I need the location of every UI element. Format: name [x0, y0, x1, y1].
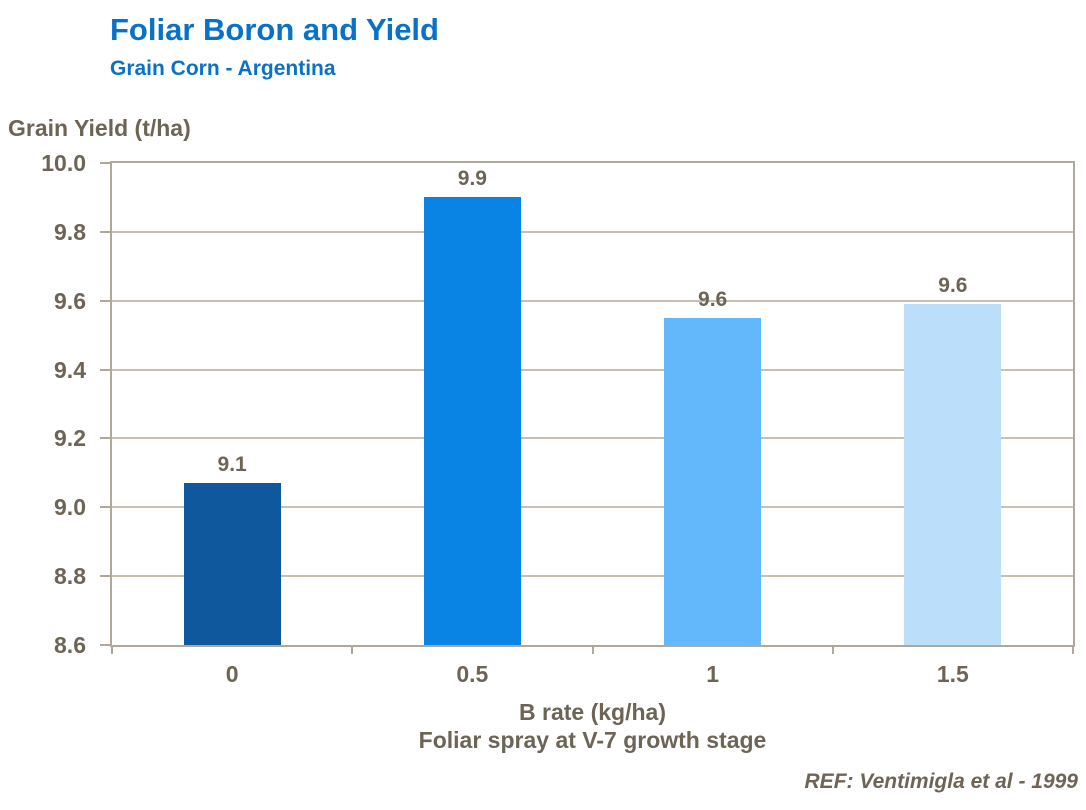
bar-0	[183, 483, 281, 645]
y-axis-tick-mark	[100, 644, 110, 646]
y-axis-tick-mark	[100, 162, 110, 164]
y-axis-tick-label: 9.0	[54, 494, 86, 521]
bar-value-label: 9.1	[217, 453, 247, 477]
y-axis-tick-mark	[100, 437, 110, 440]
chart-subtitle: Grain Corn - Argentina	[110, 57, 336, 80]
gridline	[112, 575, 1073, 578]
gridline	[112, 368, 1073, 371]
bar-value-label: 9.6	[938, 274, 968, 298]
x-axis-tick-mark	[351, 645, 354, 654]
gridline	[112, 437, 1073, 440]
x-axis-tick-mark	[111, 645, 113, 654]
gridline	[112, 299, 1073, 302]
y-axis-tick-label: 9.2	[54, 425, 86, 452]
y-axis-tick-label: 10.0	[41, 150, 86, 176]
gridline	[112, 506, 1073, 509]
x-axis-category-label: 0.5	[456, 661, 489, 687]
y-axis-tick-label: 9.4	[54, 356, 86, 383]
bar-1	[664, 317, 762, 645]
reference-text: REF: Ventimigla et al - 1999	[804, 770, 1078, 793]
x-axis-title: B rate (kg/ha)	[519, 699, 666, 725]
x-axis-tick-mark	[1072, 645, 1074, 654]
plot-area: 9.1 9.9 9.6 9.6	[110, 161, 1075, 647]
y-axis-tick-label: 9.6	[54, 287, 86, 314]
bar-0.5	[423, 197, 521, 645]
y-axis-tick-mark	[100, 575, 110, 578]
x-axis-category-label: 0	[225, 661, 239, 687]
y-axis-tick-label: 9.8	[54, 218, 86, 245]
gridline	[112, 230, 1073, 233]
y-axis-tick-label: 8.8	[54, 563, 86, 590]
y-axis-tick-mark	[100, 299, 110, 302]
bar-1.5	[904, 304, 1002, 645]
bar-value-label: 9.6	[698, 287, 728, 311]
x-axis-category-label: 1.5	[936, 661, 969, 687]
x-axis-category-label: 1	[706, 661, 720, 687]
x-axis-tick-mark	[591, 645, 594, 654]
x-axis-tick-mark	[831, 645, 834, 654]
y-axis-title: Grain Yield (t/ha)	[8, 115, 191, 141]
chart-title: Foliar Boron and Yield	[110, 12, 439, 47]
x-axis-subtitle: Foliar spray at V-7 growth stage	[418, 727, 767, 753]
y-axis-tick-mark	[100, 368, 110, 371]
y-axis-tick-mark	[100, 230, 110, 233]
y-axis-tick-label: 8.6	[54, 632, 86, 658]
y-axis-tick-mark	[100, 506, 110, 509]
bar-value-label: 9.9	[457, 167, 487, 191]
